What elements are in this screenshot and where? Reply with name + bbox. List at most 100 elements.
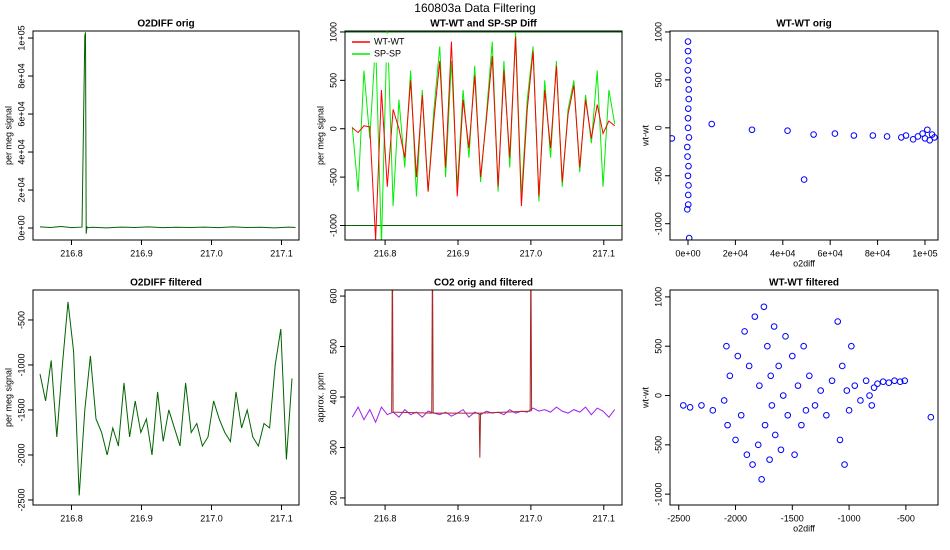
y-tick-label: 500 xyxy=(653,72,663,87)
data-point xyxy=(931,134,938,141)
y-tick-label: 500 xyxy=(328,73,338,88)
data-point xyxy=(891,377,898,385)
data-point xyxy=(791,451,798,459)
data-point xyxy=(748,126,756,134)
data-point xyxy=(684,172,692,180)
data-point xyxy=(845,407,853,414)
plot-area xyxy=(679,303,935,483)
data-point xyxy=(708,120,716,128)
x-tick-label: -2500 xyxy=(667,513,690,523)
data-point xyxy=(726,372,734,380)
data-point xyxy=(756,382,763,389)
x-tick-label: 216.8 xyxy=(374,513,397,523)
panel: -2500 -2000 -1500 -1000 -500 1000 500 0 -500 -100… xyxy=(640,278,939,533)
y-tick-label: 1000 xyxy=(653,22,663,42)
data-point xyxy=(684,153,691,160)
data-line xyxy=(39,32,296,234)
data-point xyxy=(683,206,691,213)
data-point xyxy=(926,136,934,144)
data-point xyxy=(684,114,692,122)
data-point xyxy=(831,130,839,137)
plot-area xyxy=(670,38,938,240)
data-point xyxy=(734,352,742,360)
y-tick-label: -2000 xyxy=(16,443,26,466)
y-tick-label: 0e+00 xyxy=(16,215,26,240)
data-point xyxy=(698,402,705,409)
data-point xyxy=(684,191,692,199)
data-point xyxy=(771,431,779,439)
y-axis-label: wt-wt xyxy=(640,387,650,409)
data-point xyxy=(927,413,935,421)
panel: 0e+00 2e+04 4e+04 6e+04 8e+04 1e+05 1000 500 0 -5… xyxy=(640,19,939,268)
data-point xyxy=(870,384,878,391)
y-tick-label: 4e+04 xyxy=(16,139,26,164)
panel: 216.8 216.9 217.0 217.1 1000 500 0 -500 -1000 WT-… xyxy=(315,19,623,258)
x-tick-label: 2e+04 xyxy=(723,248,748,258)
data-point xyxy=(811,402,819,409)
data-point xyxy=(817,387,824,394)
x-tick-label: 217.1 xyxy=(593,248,616,258)
data-point xyxy=(810,131,817,138)
data-point xyxy=(879,378,887,386)
data-point xyxy=(883,133,891,140)
panel-title: WT-WT orig xyxy=(776,19,832,30)
plot-frame xyxy=(32,289,300,506)
data-point xyxy=(684,38,692,45)
data-point xyxy=(764,342,771,350)
data-point xyxy=(924,126,931,134)
x-tick-label: 217.1 xyxy=(270,248,293,258)
data-point xyxy=(743,451,751,459)
data-point xyxy=(848,342,855,350)
data-point xyxy=(741,328,748,335)
x-tick-label: 216.8 xyxy=(60,513,83,523)
plot-area xyxy=(39,32,296,234)
legend-box xyxy=(347,33,411,63)
data-point xyxy=(737,411,745,419)
panel-title: O2DIFF filtered xyxy=(130,278,202,289)
y-tick-label: 1e+05 xyxy=(16,25,26,50)
data-point xyxy=(760,303,768,311)
y-tick-label: 2e+04 xyxy=(16,177,26,202)
y-tick-label: 0 xyxy=(653,393,663,398)
panel-title: WT-WT and SP-SP Diff xyxy=(430,19,537,30)
y-tick-label: -1000 xyxy=(16,353,26,376)
data-point xyxy=(749,461,756,468)
y-tick-label: -500 xyxy=(653,167,663,185)
data-point xyxy=(823,411,830,419)
data-point xyxy=(720,397,728,404)
data-line xyxy=(391,290,533,458)
data-point xyxy=(670,135,676,142)
x-tick-label: 4e+04 xyxy=(770,248,795,258)
x-tick-label: 217.0 xyxy=(200,513,223,523)
data-point xyxy=(685,134,693,141)
data-point xyxy=(777,446,785,454)
data-point xyxy=(806,372,813,380)
y-tick-label: -1000 xyxy=(328,214,338,237)
data-point xyxy=(775,362,782,370)
data-point xyxy=(685,95,693,103)
data-point xyxy=(862,377,870,385)
data-point xyxy=(866,392,873,399)
data-point xyxy=(768,402,776,409)
x-tick-label: 216.8 xyxy=(60,248,83,258)
panel: 216.8 216.9 217.0 217.1 0e+00 2e+04 4e+04 6e+04… xyxy=(3,19,300,258)
y-tick-label: -1000 xyxy=(653,212,663,235)
x-axis-label: o2diff xyxy=(793,523,815,533)
data-point xyxy=(834,318,842,325)
data-point xyxy=(843,387,851,394)
data-point xyxy=(684,67,692,74)
x-tick-label: 8e+04 xyxy=(865,248,890,258)
data-point xyxy=(800,342,807,350)
y-tick-label: -500 xyxy=(653,436,663,454)
panel-title: CO2 orig and filtered xyxy=(434,278,533,289)
data-point xyxy=(685,182,692,189)
legend: WT-WT SP-SP xyxy=(347,33,411,63)
data-point xyxy=(684,124,692,132)
x-tick-label: 217.1 xyxy=(593,513,616,523)
data-point xyxy=(679,402,687,409)
data-point xyxy=(758,476,765,483)
data-line xyxy=(351,36,616,240)
x-tick-label: -2000 xyxy=(724,513,747,523)
data-point xyxy=(869,132,877,139)
panel-title: WT-WT filtered xyxy=(769,278,839,289)
